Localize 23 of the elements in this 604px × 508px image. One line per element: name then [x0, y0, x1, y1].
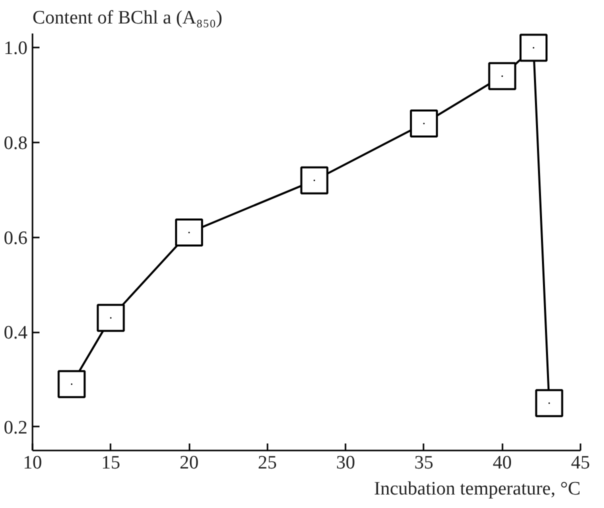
x-tick-label: 10 [23, 452, 42, 474]
y-axis-title: Content of BChl a (A₈₅₀) [32, 8, 222, 28]
point [175, 218, 204, 247]
x-tick-label: 30 [336, 452, 356, 474]
y-tick-label: 0.2 [4, 417, 28, 438]
point [520, 34, 548, 62]
point [535, 389, 564, 418]
x-tick-label: 35 [414, 452, 434, 474]
y-tick-label: 0.6 [4, 228, 28, 249]
y-tick-label: 0.8 [4, 132, 28, 154]
x-axis-title: Incubation temperature, °C [374, 478, 581, 500]
y-tick-label: 0.4 [4, 322, 28, 344]
x-tick-label: 25 [258, 452, 277, 474]
x-tick-label: 45 [571, 452, 590, 474]
y-tick-label: 1.0 [4, 38, 28, 60]
point [488, 62, 516, 90]
point [96, 304, 125, 332]
x-tick-label: 40 [492, 452, 512, 474]
x-tick-label: 20 [180, 452, 199, 474]
x-tick-label: 15 [101, 452, 120, 474]
point [58, 370, 86, 398]
point [410, 110, 438, 138]
point [300, 166, 328, 194]
